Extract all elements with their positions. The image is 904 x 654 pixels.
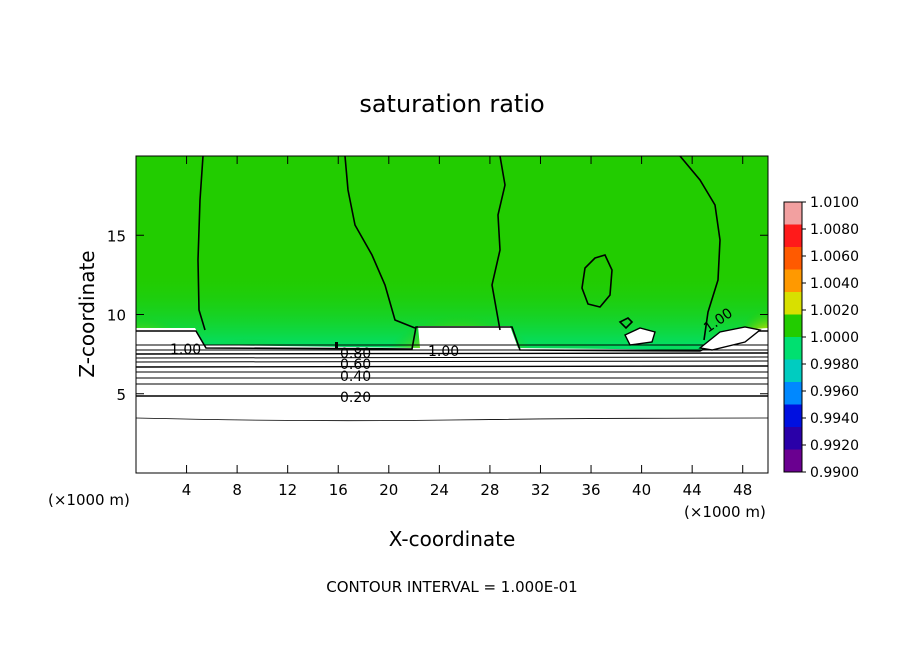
colorbar-tick-label: 0.9960 [810, 384, 859, 400]
colorbar-segment [784, 359, 802, 383]
x-tick-label: 28 [480, 481, 499, 499]
contour-label: 0.80 [340, 346, 371, 362]
y-axis-ticks: 5 10 15 [107, 227, 768, 404]
colorbar-tick-label: 1.0040 [810, 276, 859, 292]
contour-interval-text: CONTOUR INTERVAL = 1.000E-01 [326, 578, 577, 596]
x-unit-label-right: (×1000 m) [684, 503, 766, 521]
x-tick-label: 40 [632, 481, 651, 499]
colorbar-tick-label: 1.0100 [810, 195, 859, 211]
colorbar-segment [784, 382, 802, 405]
contour-label: 1.00 [428, 344, 459, 360]
colorbar-segment [784, 224, 802, 248]
colorbar-segment [784, 449, 802, 473]
x-tick-label: 48 [733, 481, 752, 499]
x-tick-label: 4 [182, 481, 192, 499]
x-tick-label: 44 [683, 481, 702, 499]
x-unit-label-left: (×1000 m) [48, 491, 130, 509]
contour-label: 0.20 [340, 390, 371, 406]
x-tick-label: 32 [531, 481, 550, 499]
x-axis-label: X-coordinate [389, 527, 516, 551]
x-tick-label: 8 [232, 481, 242, 499]
colorbar-segment [784, 202, 802, 225]
colorbar-tick-label: 1.0020 [810, 303, 859, 319]
colorbar-tick-label: 0.9920 [810, 438, 859, 454]
x-tick-label: 36 [581, 481, 600, 499]
colorbar-segment [784, 292, 802, 315]
colorbar: 1.0100 1.0080 1.0060 1.0040 1.0020 1.0000 0.99… [783, 195, 859, 481]
lower-domain [136, 326, 768, 473]
y-tick-label: 15 [107, 227, 126, 245]
contour-label: 1.00 [170, 342, 201, 358]
contour-label: 0.60 [340, 357, 371, 373]
colorbar-tick-label: 1.0060 [810, 249, 859, 265]
colorbar-segment [784, 269, 802, 293]
colorbar-segment [784, 314, 802, 338]
colorbar-segment [784, 404, 802, 428]
upper-contours [197, 156, 721, 341]
colorbar-tick-label: 0.9900 [810, 465, 859, 481]
y-tick-label: 5 [116, 386, 126, 404]
x-tick-label: 16 [329, 481, 348, 499]
colorbar-segment [784, 427, 802, 450]
colorbar-segment [784, 337, 802, 360]
chart-title: saturation ratio [359, 90, 544, 118]
x-axis-ticks: 4 8 12 16 20 24 28 32 36 40 44 48 [182, 156, 752, 499]
colorbar-tick-label: 1.0000 [810, 330, 859, 346]
x-tick-label: 12 [278, 481, 297, 499]
white-artifact-2 [698, 326, 762, 351]
colorbar-tick-label: 0.9940 [810, 411, 859, 427]
contour-label: 0.40 [340, 369, 371, 385]
plot-area [136, 156, 768, 473]
x-tick-label: 24 [430, 481, 449, 499]
y-axis-label: Z-coordinate [75, 250, 99, 377]
white-artifact-3 [335, 342, 338, 348]
white-artifact-1 [624, 327, 656, 346]
colorbar-segment [784, 247, 802, 270]
y-tick-label: 10 [107, 307, 126, 325]
colorbar-tick-label: 1.0080 [810, 222, 859, 238]
x-tick-label: 20 [379, 481, 398, 499]
colorbar-tick-label: 0.9980 [810, 357, 859, 373]
